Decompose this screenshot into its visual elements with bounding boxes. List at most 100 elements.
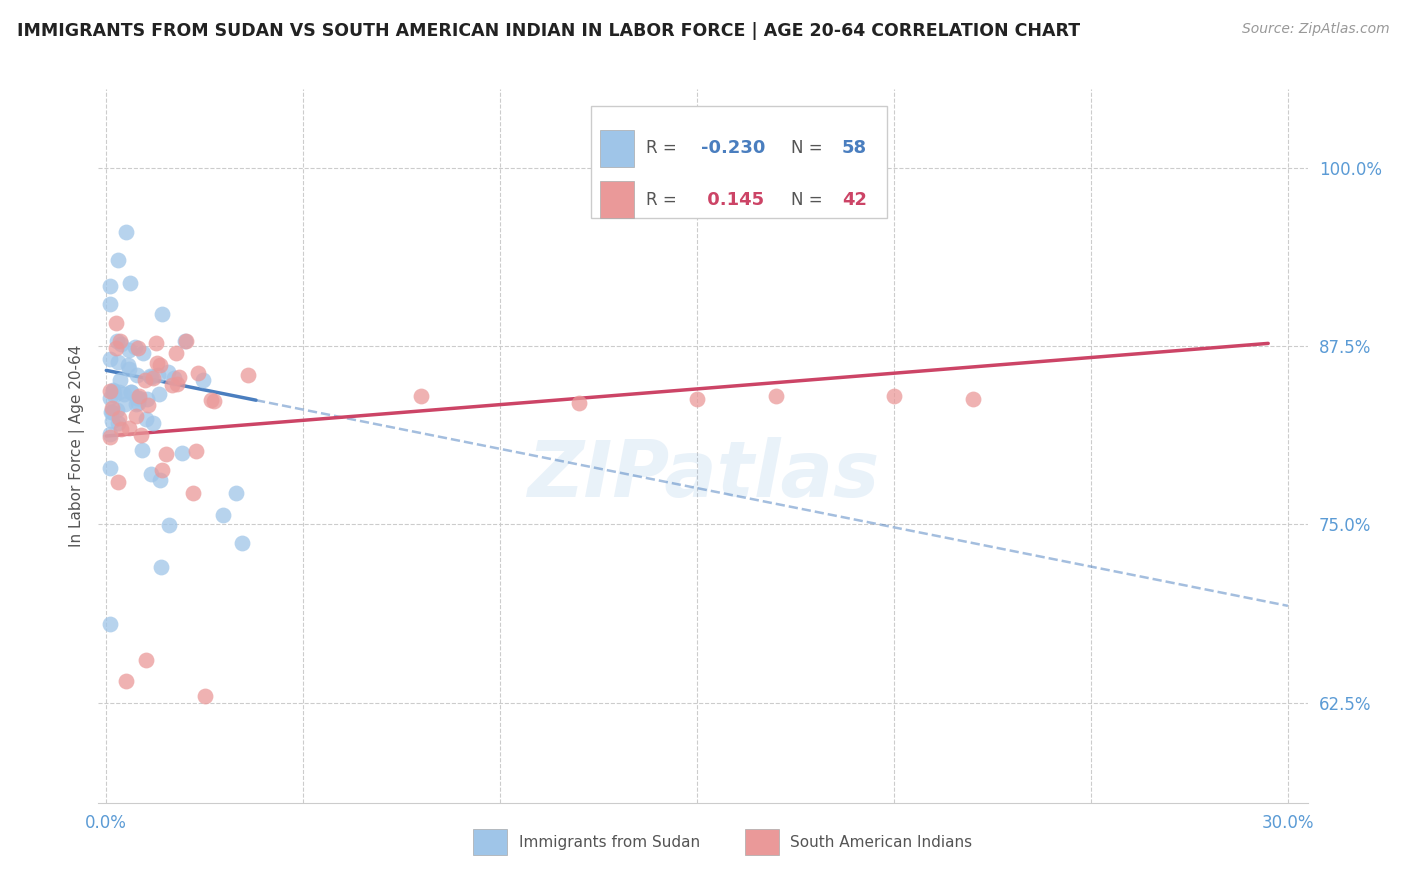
Point bbox=[103, 388, 125, 402]
Point bbox=[107, 384, 129, 399]
Point bbox=[105, 403, 128, 417]
Text: R =: R = bbox=[647, 139, 676, 157]
Point bbox=[115, 674, 138, 689]
Point bbox=[170, 446, 193, 460]
Point bbox=[101, 401, 124, 416]
Text: Immigrants from Sudan: Immigrants from Sudan bbox=[519, 835, 700, 849]
Point bbox=[149, 359, 172, 373]
Point bbox=[135, 411, 157, 425]
Point bbox=[150, 560, 173, 574]
Point bbox=[115, 225, 138, 239]
Point bbox=[118, 362, 141, 376]
Point bbox=[108, 410, 131, 425]
Point bbox=[101, 405, 124, 419]
Point bbox=[118, 277, 141, 291]
Text: 42: 42 bbox=[842, 191, 868, 209]
Point bbox=[107, 355, 129, 369]
Point bbox=[167, 370, 190, 384]
Point bbox=[166, 377, 188, 392]
Point bbox=[98, 351, 121, 366]
Point bbox=[105, 316, 128, 330]
Point bbox=[962, 392, 984, 406]
Point bbox=[181, 485, 204, 500]
Text: -0.230: -0.230 bbox=[700, 139, 765, 157]
Point bbox=[225, 486, 247, 500]
Point bbox=[114, 397, 136, 411]
Point bbox=[103, 384, 125, 398]
Point bbox=[98, 461, 121, 475]
Point bbox=[108, 373, 131, 387]
Point bbox=[200, 392, 222, 407]
Point bbox=[136, 398, 159, 412]
Point bbox=[149, 473, 172, 487]
Point bbox=[157, 517, 180, 532]
Point bbox=[127, 392, 149, 406]
Point bbox=[100, 404, 122, 418]
Point bbox=[98, 297, 121, 311]
Point bbox=[174, 334, 197, 348]
Point bbox=[135, 653, 157, 667]
Point bbox=[110, 422, 132, 436]
Text: IMMIGRANTS FROM SUDAN VS SOUTH AMERICAN INDIAN IN LABOR FORCE | AGE 20-64 CORREL: IMMIGRANTS FROM SUDAN VS SOUTH AMERICAN … bbox=[17, 22, 1080, 40]
Point bbox=[108, 334, 131, 348]
Text: Source: ZipAtlas.com: Source: ZipAtlas.com bbox=[1241, 22, 1389, 37]
Point bbox=[160, 377, 183, 392]
Point bbox=[120, 384, 142, 399]
Point bbox=[103, 383, 125, 397]
Point bbox=[150, 307, 173, 321]
Point bbox=[107, 475, 129, 489]
Point bbox=[202, 393, 225, 408]
Point bbox=[127, 341, 149, 355]
Point bbox=[191, 373, 214, 387]
Point bbox=[141, 369, 163, 384]
Text: N =: N = bbox=[792, 139, 823, 157]
Text: South American Indians: South American Indians bbox=[790, 835, 972, 849]
Point bbox=[135, 392, 157, 406]
Text: R =: R = bbox=[647, 191, 676, 209]
Point bbox=[127, 396, 149, 410]
Point bbox=[98, 391, 121, 405]
Bar bbox=[474, 830, 508, 855]
Point bbox=[150, 463, 173, 477]
Text: 0.145: 0.145 bbox=[700, 191, 763, 209]
Point bbox=[117, 358, 139, 372]
Point bbox=[184, 444, 207, 458]
Point bbox=[107, 253, 129, 268]
Point bbox=[145, 336, 167, 351]
Bar bbox=[600, 181, 634, 219]
Point bbox=[146, 368, 169, 383]
Text: ZIPatlas: ZIPatlas bbox=[527, 436, 879, 513]
Point bbox=[98, 426, 121, 441]
Point bbox=[139, 368, 162, 383]
FancyBboxPatch shape bbox=[591, 105, 887, 219]
Point bbox=[120, 385, 142, 400]
Point bbox=[129, 428, 152, 442]
Point bbox=[174, 334, 197, 348]
Point bbox=[165, 346, 187, 360]
Point bbox=[118, 420, 141, 434]
Point bbox=[148, 386, 170, 401]
Point bbox=[124, 340, 146, 354]
Point bbox=[98, 384, 121, 399]
Point bbox=[134, 373, 156, 387]
Point bbox=[118, 343, 141, 357]
Text: 58: 58 bbox=[842, 139, 868, 157]
Point bbox=[765, 389, 787, 403]
Point bbox=[124, 409, 146, 423]
Point bbox=[104, 341, 127, 355]
Point bbox=[125, 368, 148, 383]
Point bbox=[139, 467, 162, 482]
Point bbox=[98, 279, 121, 293]
Point bbox=[686, 392, 709, 406]
Point bbox=[146, 356, 169, 370]
Point bbox=[411, 389, 433, 403]
Point bbox=[142, 417, 165, 431]
Bar bbox=[600, 130, 634, 167]
Point bbox=[142, 371, 165, 385]
Point bbox=[212, 508, 235, 523]
Point bbox=[107, 416, 129, 430]
Point bbox=[125, 397, 148, 411]
Point bbox=[194, 689, 217, 703]
Point bbox=[105, 334, 128, 349]
Point bbox=[131, 442, 153, 457]
